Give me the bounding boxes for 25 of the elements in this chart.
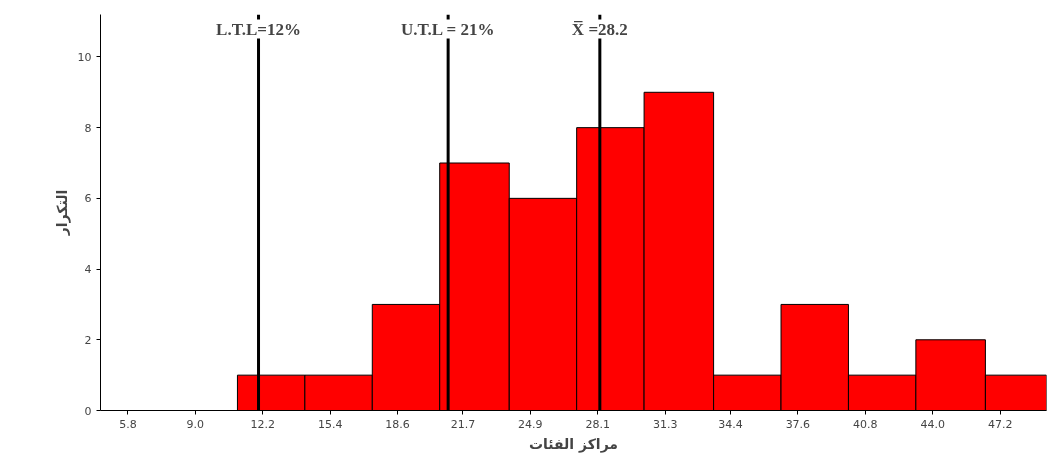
ref-line-label: U.T.L = 21%: [400, 19, 495, 39]
x-tick-label: 40.8: [853, 417, 878, 431]
x-tick-label: 44.0: [920, 417, 945, 431]
x-tick-label: 37.6: [785, 417, 811, 431]
y-tick-label: 4: [84, 263, 92, 277]
x-tick-label: 24.9: [518, 417, 543, 431]
y-axis-title: التكرار: [53, 189, 71, 237]
x-tick-label: 15.4: [317, 417, 343, 431]
ref-line-label: X̅ =28.2: [571, 19, 628, 39]
x-axis-title: مراكز الفئات: [528, 435, 619, 453]
x-tick-label: 21.7: [450, 417, 476, 431]
y-tick-label: 8: [84, 121, 92, 135]
x-tick-label: 28.1: [585, 417, 610, 431]
x-tick-label: 18.6: [385, 417, 410, 431]
x-tick-label: 47.2: [987, 417, 1013, 431]
x-tick-label: 34.4: [718, 417, 743, 431]
y-tick-label: 0: [84, 404, 92, 418]
x-tick-label: 12.2: [250, 417, 275, 431]
x-tick-label: 9.0: [186, 417, 205, 431]
y-tick-label: 6: [84, 192, 92, 206]
y-tick-label: 10: [77, 50, 92, 64]
y-tick-label: 2: [84, 333, 92, 347]
ref-line-label: L.T.L=12%: [216, 19, 301, 39]
x-tick-label: 31.3: [652, 417, 678, 431]
x-tick-label: 5.8: [119, 417, 137, 431]
